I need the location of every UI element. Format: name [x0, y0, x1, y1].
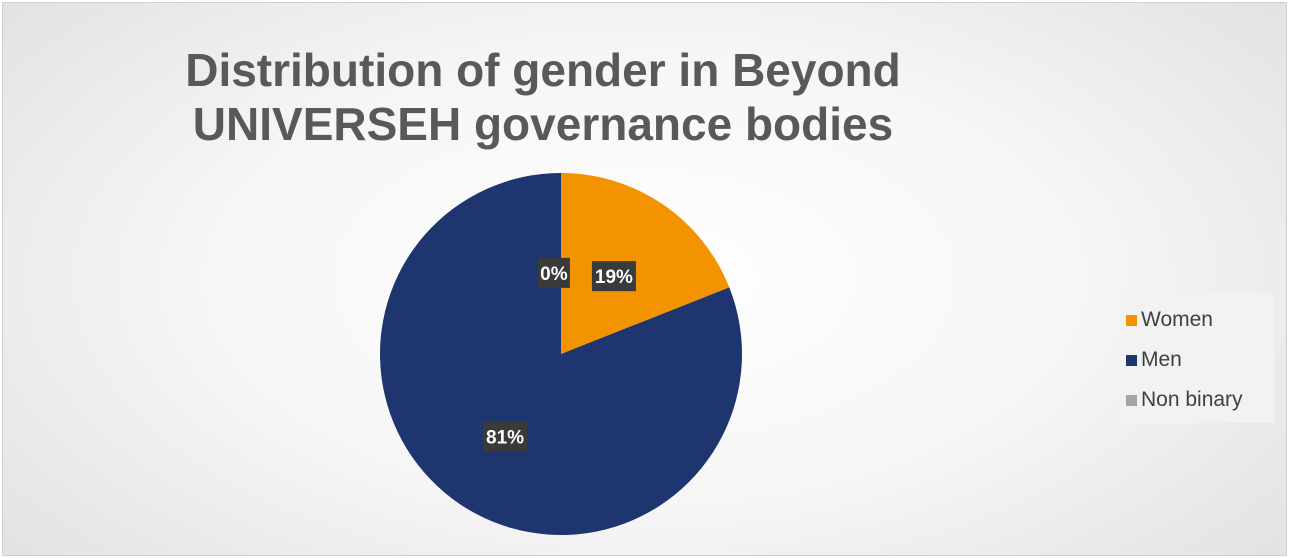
svg-text:19%: 19%	[595, 267, 633, 288]
legend-label-men: Men	[1141, 348, 1182, 371]
pie-slice-women	[561, 173, 730, 354]
pie-chart: 19% 81% 0%	[380, 173, 742, 535]
data-label-non-binary: 0%	[537, 257, 570, 288]
legend-label-non-binary: Non binary	[1141, 388, 1243, 411]
data-label-men: 81%	[483, 421, 528, 452]
legend-item-men: Men	[1126, 340, 1274, 380]
legend-swatch-women	[1126, 314, 1137, 326]
legend: Women Men Non binary	[1120, 293, 1274, 423]
svg-text:0%: 0%	[540, 264, 568, 285]
svg-text:81%: 81%	[486, 427, 524, 448]
legend-swatch-non-binary	[1126, 394, 1137, 406]
pie-slice-men	[380, 173, 742, 535]
legend-swatch-men	[1126, 354, 1137, 366]
chart-title: Distribution of gender in Beyond UNIVERS…	[185, 44, 901, 150]
legend-item-women: Women	[1126, 300, 1274, 340]
legend-item-non-binary: Non binary	[1126, 380, 1274, 420]
data-label-women: 19%	[591, 261, 636, 292]
legend-label-women: Women	[1141, 308, 1213, 331]
